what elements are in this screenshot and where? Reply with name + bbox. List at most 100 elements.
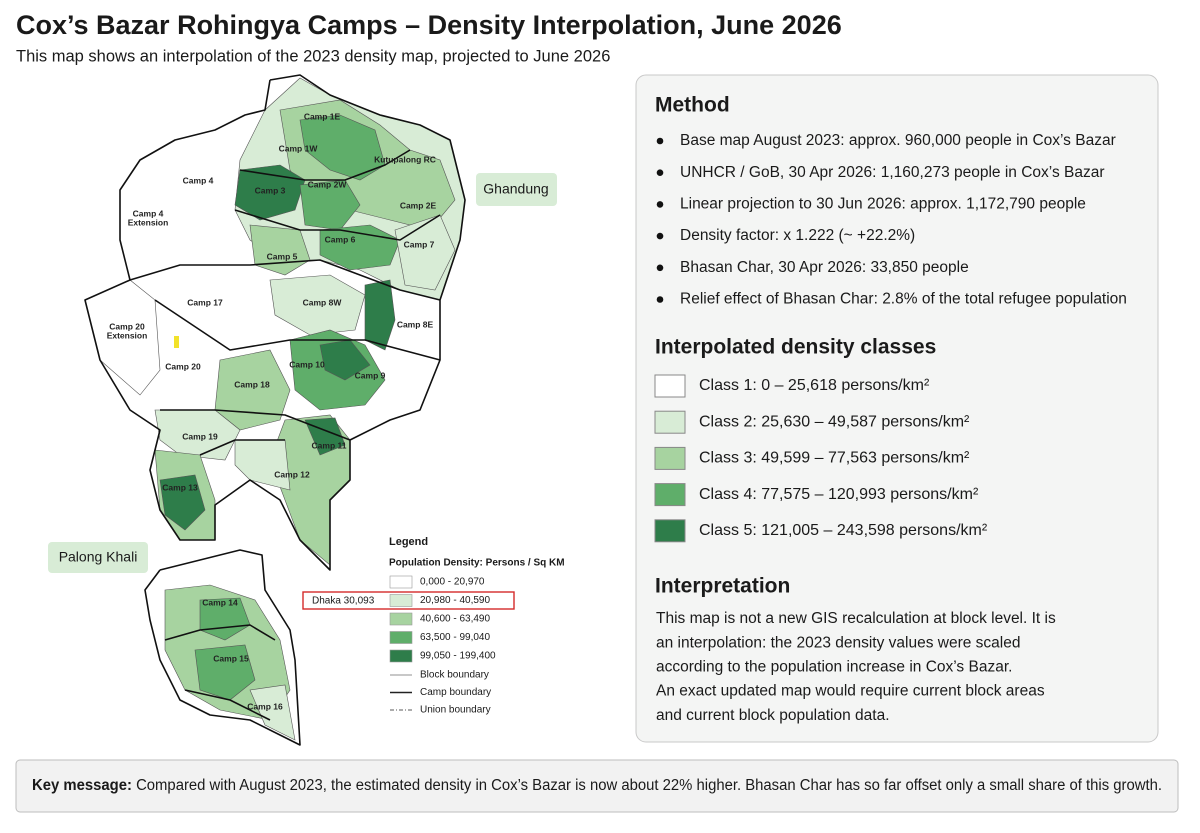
camp-label: Camp 2E	[400, 200, 437, 210]
interpretation-line: an interpolation: the 2023 density value…	[656, 634, 1021, 651]
camp-label: Camp 9	[355, 370, 386, 380]
camp-label: Camp 5	[267, 251, 298, 261]
camp-label: Camp 20	[165, 361, 201, 371]
legend-label: 63,500 - 99,040	[420, 632, 490, 643]
camp-label: Camp 17	[187, 297, 223, 307]
legend-title: Legend	[389, 536, 428, 548]
key-message: Key message: Compared with August 2023, …	[32, 777, 1162, 794]
class-swatch	[654, 374, 686, 398]
map-region	[159, 474, 206, 531]
legend-subtitle: Population Density: Persons / Sq KM	[389, 558, 565, 569]
method-item: Linear projection to 30 Jun 2026: approx…	[680, 195, 1086, 212]
camp-label: Camp 20	[109, 321, 145, 331]
section-title: Interpretation	[655, 575, 790, 598]
camp-label: Camp 11	[312, 440, 347, 450]
info-panel	[635, 74, 1159, 743]
camp-label: Camp 6	[325, 234, 356, 244]
key-message-text: Compared with August 2023, the estimated…	[136, 777, 1162, 794]
class-swatch	[654, 519, 686, 543]
class-label: Class 5: 121,005 – 243,598 persons/km²	[699, 522, 988, 539]
camp-label: Extension	[128, 217, 169, 227]
class-swatch	[654, 446, 686, 470]
legend-label: Block boundary	[420, 670, 489, 681]
camp-boundary	[84, 74, 466, 571]
camp-label: Camp 16	[247, 701, 283, 711]
map-region	[364, 279, 396, 351]
camp-boundary	[234, 209, 441, 241]
camp-label: Camp 2W	[308, 179, 348, 189]
camp-label: Camp 4	[133, 208, 164, 218]
camp-label: Camp 1E	[304, 111, 341, 121]
camp-boundary	[154, 299, 441, 361]
map-region	[299, 179, 361, 231]
section-title: Interpolated density classes	[655, 336, 936, 359]
class-swatch	[654, 483, 686, 507]
legend-label: Union boundary	[420, 705, 491, 716]
bullet	[656, 232, 664, 240]
legend-swatch	[389, 594, 413, 607]
camp-boundary	[160, 409, 351, 441]
camp-label: Camp 18	[234, 379, 270, 389]
map-region	[319, 339, 371, 381]
map-region	[249, 684, 296, 741]
map-region	[299, 114, 386, 181]
map-legend: Legend Population Density: Persons / Sq …	[302, 536, 565, 610]
class-label: Class 4: 77,575 – 120,993 persons/km²	[699, 486, 979, 503]
camp-label: Camp 14	[202, 597, 238, 607]
legend-label: 0,000 - 20,970	[420, 577, 485, 588]
legend-label: Camp boundary	[420, 687, 491, 698]
map-region	[234, 164, 306, 221]
bullet	[656, 201, 664, 208]
camp-boundary	[184, 689, 271, 721]
method-item: Relief effect of Bhasan Char: 2.8% of th…	[680, 291, 1127, 308]
annotation: Dhaka 30,093	[312, 596, 375, 607]
bullet	[656, 169, 664, 176]
legend-swatch	[389, 631, 413, 644]
title: Cox’s Bazar Rohingya Camps – Density Int…	[16, 10, 842, 40]
camp-label: Camp 13	[162, 482, 198, 492]
camp-label: Camp 8E	[397, 319, 434, 329]
key-message-box	[15, 759, 1179, 813]
section-title: Method	[655, 94, 730, 117]
class-label: Class 2: 25,630 – 49,587 persons/km²	[699, 413, 970, 430]
legend-swatch	[389, 649, 413, 663]
camp-label: Camp 19	[182, 431, 218, 441]
legend-label: 40,600 - 63,490	[420, 614, 490, 625]
area-label: Ghandung	[483, 181, 548, 197]
interpretation-line: This map is not a new GIS recalculation …	[656, 610, 1056, 627]
camp-label: Camp 4	[183, 175, 214, 185]
map-region	[174, 336, 179, 348]
annotation-box	[302, 591, 515, 610]
camp-label: Extension	[107, 330, 148, 340]
legend-swatch	[389, 575, 413, 589]
class-label: Class 1: 0 – 25,618 persons/km²	[699, 377, 930, 394]
method-item: UNHCR / GoB, 30 Apr 2026: 1,160,273 peop…	[680, 164, 1105, 181]
map-region	[269, 274, 366, 336]
bullet	[656, 137, 664, 145]
map-region	[194, 644, 256, 701]
camp-boundary	[199, 439, 285, 456]
class-swatch	[654, 410, 686, 434]
method-item: Density factor: x 1.222 (~ +22.2%)	[680, 227, 915, 244]
camp-label: Kutupalong RC	[374, 154, 436, 164]
camp-label: Camp 1W	[279, 143, 319, 153]
area-box	[48, 542, 148, 573]
bullet	[656, 296, 664, 303]
interpretation-line: according to the population increase in …	[656, 658, 1012, 675]
subtitle: This map shows an interpolation of the 2…	[16, 47, 610, 65]
map: Camp 1E Camp 1W Kutupalong RC Camp 3 Cam…	[48, 74, 557, 746]
camp-label: Camp 10	[289, 359, 325, 369]
method-item: Base map August 2023: approx. 960,000 pe…	[680, 132, 1116, 149]
camp-label: Camp 15	[213, 653, 249, 663]
area-box	[476, 173, 557, 206]
method-item: Bhasan Char, 30 Apr 2026: 33,850 people	[680, 259, 969, 276]
key-message-label: Key message:	[32, 777, 132, 794]
camp-label: Camp 8W	[303, 297, 343, 307]
legend-label: 99,050 - 199,400	[420, 651, 496, 662]
camp-boundary	[144, 549, 301, 746]
camp-label: Camp 7	[404, 239, 435, 249]
class-label: Class 3: 49,599 – 77,563 persons/km²	[699, 450, 970, 467]
interpretation-line: An exact updated map would require curre…	[656, 683, 1045, 700]
camp-label: Camp 12	[274, 469, 310, 479]
